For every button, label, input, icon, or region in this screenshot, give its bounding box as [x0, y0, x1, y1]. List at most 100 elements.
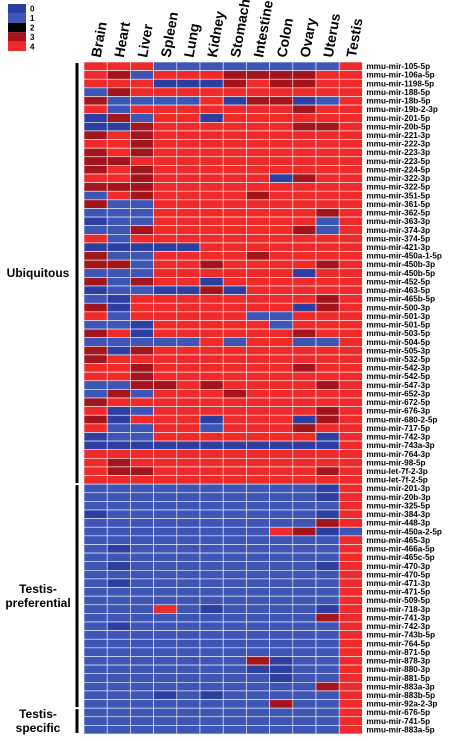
heatmap-cell — [83, 682, 108, 692]
heatmap-cell — [130, 552, 154, 562]
heatmap-cell — [246, 346, 270, 356]
row-label: mmu-mir-322-5p — [366, 183, 430, 192]
heatmap-cell — [176, 208, 201, 218]
heatmap-cell — [153, 70, 178, 80]
heatmap-cell — [106, 104, 131, 114]
heatmap-cell — [153, 190, 178, 201]
heatmap-cell — [292, 61, 317, 71]
heatmap-cell — [292, 423, 317, 433]
heatmap-cell — [106, 259, 131, 270]
heatmap-cell — [338, 561, 363, 571]
heatmap-cell — [338, 147, 363, 158]
heatmap-cell — [106, 354, 131, 364]
heatmap-cell — [130, 656, 154, 666]
heatmap-cell — [106, 716, 131, 726]
heatmap-cell — [199, 690, 224, 700]
heatmap-cell — [176, 621, 201, 631]
heatmap-cell — [292, 346, 317, 356]
heatmap-cell — [176, 70, 201, 80]
heatmap-cell — [338, 277, 363, 287]
heatmap-cell — [338, 156, 363, 166]
heatmap-cell — [153, 604, 178, 614]
heatmap-cell — [315, 621, 340, 631]
heatmap-cell — [315, 320, 340, 330]
heatmap-cell — [222, 320, 247, 330]
heatmap-cell — [199, 552, 224, 562]
heatmap-cell — [338, 630, 363, 640]
heatmap-cell — [315, 570, 340, 580]
heatmap-cell — [292, 440, 317, 450]
heatmap-cell — [106, 664, 131, 674]
heatmap-cell — [130, 716, 154, 726]
heatmap-cell — [153, 630, 178, 640]
heatmap-cells — [83, 61, 363, 735]
heatmap-cell — [292, 251, 317, 261]
heatmap-cell — [269, 501, 294, 511]
heatmap-cell — [199, 414, 224, 425]
heatmap-cell — [292, 165, 317, 175]
heatmap-cell — [153, 466, 178, 476]
heatmap-cell — [199, 259, 224, 270]
heatmap-cell — [222, 673, 247, 683]
heatmap-cell — [199, 96, 224, 106]
heatmap-cell — [130, 647, 154, 657]
heatmap-cell — [106, 87, 131, 97]
heatmap-cell — [83, 432, 108, 442]
heatmap-cell — [176, 285, 201, 295]
heatmap-cell — [153, 371, 178, 382]
heatmap-cell — [83, 199, 108, 209]
heatmap-cell — [153, 234, 178, 244]
row-label: mmu-mir-883a-5p — [366, 725, 434, 734]
heatmap-cell — [199, 475, 224, 485]
heatmap-cell — [315, 268, 340, 278]
heatmap-cell — [338, 699, 363, 709]
heatmap-cell — [292, 242, 317, 252]
heatmap-cell — [338, 570, 363, 580]
heatmap-cell — [269, 225, 294, 235]
heatmap-cell — [269, 147, 294, 158]
heatmap-cell — [292, 587, 317, 597]
heatmap-cell — [222, 354, 247, 364]
heatmap-cell — [130, 699, 154, 709]
heatmap-cell — [106, 70, 131, 80]
heatmap-cell — [199, 294, 224, 304]
heatmap-cell — [222, 285, 247, 295]
heatmap-cell — [269, 604, 294, 614]
heatmap-cell — [130, 406, 154, 416]
heatmap-cell — [338, 96, 363, 106]
heatmap-cell — [130, 277, 154, 287]
heatmap-cell — [83, 613, 108, 623]
heatmap-cell — [315, 423, 340, 433]
row-label: mmu-mir-652-3p — [366, 389, 430, 398]
heatmap-cell — [315, 449, 340, 459]
row-label: mmu-mir-221-3p — [366, 131, 430, 140]
heatmap-cell — [292, 130, 317, 140]
heatmap-cell — [83, 544, 108, 554]
heatmap-cell — [153, 199, 178, 209]
heatmap-cell — [130, 725, 154, 735]
heatmap-cell — [222, 277, 247, 287]
heatmap-cell — [338, 613, 363, 623]
heatmap-cell — [269, 492, 294, 502]
heatmap-cell — [222, 371, 247, 382]
row-label: mmu-mir-741-3p — [366, 613, 430, 622]
heatmap-cell — [222, 570, 247, 580]
heatmap-cell — [246, 690, 270, 700]
heatmap-cell — [176, 613, 201, 623]
heatmap-cell — [83, 113, 108, 123]
row-label: mmu-mir-465b-5p — [366, 295, 435, 304]
heatmap-cell — [269, 613, 294, 623]
heatmap-cell — [222, 251, 247, 261]
heatmap-cell — [222, 225, 247, 235]
heatmap-cell — [246, 104, 270, 114]
heatmap-cell — [315, 613, 340, 623]
heatmap-cell — [176, 725, 201, 735]
row-label: mmu-mir-505-3p — [366, 346, 430, 355]
heatmap-cell — [106, 458, 131, 468]
group-label: Ubiquitous — [7, 266, 70, 280]
heatmap-cell — [83, 87, 108, 97]
heatmap-cell — [83, 173, 108, 183]
heatmap-cell — [222, 173, 247, 183]
heatmap-cell — [292, 371, 317, 382]
heatmap-cell — [176, 397, 201, 407]
